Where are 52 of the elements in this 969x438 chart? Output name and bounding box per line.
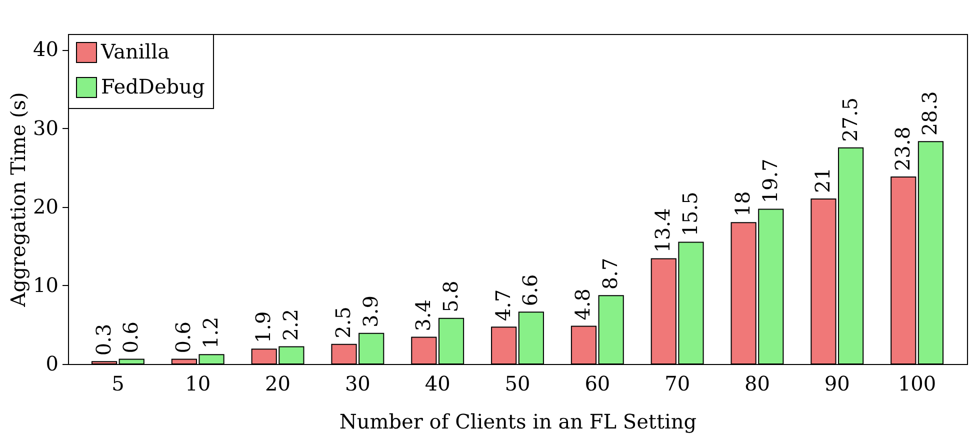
y-tick-label: 10 [33,272,58,297]
x-tick-label: 10 [185,372,211,396]
data-label: 19.7 [758,158,782,204]
data-label: 3.9 [358,296,382,328]
bar [91,361,118,364]
x-tick-label: 5 [112,372,124,396]
x-tick-label: 50 [504,372,530,396]
bar [411,336,437,364]
data-label: 4.7 [490,289,515,322]
data-label: 5.8 [438,280,462,312]
data-label: 18 [730,191,755,217]
data-label: 15.5 [678,192,702,236]
data-label: 2.2 [278,308,302,341]
data-label: 0.6 [171,321,196,354]
bar [491,326,517,364]
data-label: 13.4 [650,208,675,253]
y-tick-label: 20 [33,194,58,218]
bar [890,176,916,364]
x-tick-label: 30 [344,372,370,396]
bar [598,295,624,364]
data-label: 0.3 [91,324,116,356]
data-label: 27.5 [838,97,862,142]
y-tick-label: 0 [46,352,58,376]
data-label: 2.5 [331,306,356,338]
x-tick-label: 60 [584,372,610,396]
x-tick-label: 70 [664,372,690,396]
data-label: 21 [810,168,834,193]
data-label: 23.8 [890,126,914,171]
data-label: 6.6 [518,274,542,306]
x-tick-label: 90 [824,372,850,396]
x-tick-label: 80 [744,372,770,396]
bar [438,318,464,364]
data-label: 8.7 [598,258,622,290]
data-label: 1.2 [198,316,223,349]
data-label: 3.4 [410,299,435,332]
bar [570,326,597,364]
data-label: 1.9 [251,311,276,344]
x-tick-label: 40 [424,372,450,396]
y-axis-title: Aggregation Time (s) [6,92,30,308]
bar [118,358,144,364]
data-label: 28.3 [918,91,942,136]
bar [518,312,544,364]
x-tick-label: 100 [898,372,936,396]
y-tick-label: 30 [33,116,58,140]
x-axis-title: Number of Clients in an FL Setting [339,410,697,434]
y-tick-label: 40 [33,37,58,62]
bar [918,141,944,364]
data-label: 0.6 [118,321,143,354]
legend-label: Vanilla [100,40,170,64]
legend-label: FedDebug [101,74,205,98]
x-tick-label: 20 [265,372,290,396]
data-label: 4.8 [570,288,595,320]
